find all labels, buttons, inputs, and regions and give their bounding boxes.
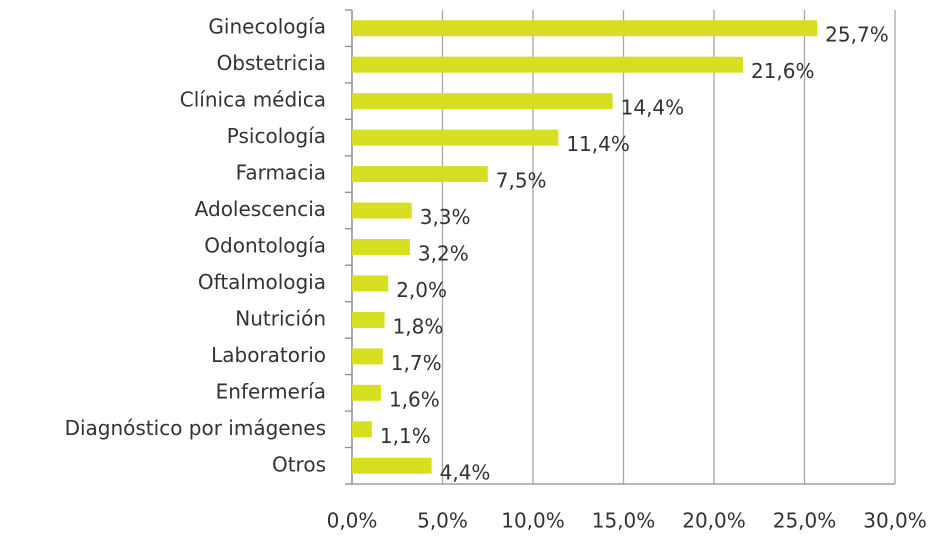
y-tick-label: Nutrición	[235, 306, 326, 330]
value-label: 1,6%	[389, 387, 440, 411]
value-label: 3,2%	[418, 242, 469, 266]
bar	[352, 421, 372, 438]
y-tick-label: Diagnóstico por imágenes	[65, 416, 326, 440]
y-tick-label: Otros	[272, 452, 326, 476]
value-label: 25,7%	[825, 23, 889, 47]
y-tick-label: Oftalmologia	[198, 270, 326, 294]
value-label: 14,4%	[621, 96, 685, 120]
value-label: 1,8%	[393, 314, 444, 338]
y-tick-label: Ginecología	[208, 15, 326, 39]
value-label: 1,1%	[380, 424, 431, 448]
bar	[352, 457, 432, 474]
bar	[352, 202, 412, 219]
value-label: 21,6%	[751, 59, 815, 83]
value-label: 1,7%	[391, 351, 442, 375]
x-tick-label: 30,0%	[863, 509, 927, 533]
y-tick-label: Obstetricia	[217, 51, 326, 75]
value-label: 7,5%	[496, 169, 547, 193]
bar	[352, 384, 381, 401]
value-label: 2,0%	[396, 278, 447, 302]
value-label: 4,4%	[440, 460, 491, 484]
value-label: 3,3%	[420, 205, 471, 229]
y-tick-label: Clínica médica	[180, 88, 326, 112]
y-tick-label: Laboratorio	[211, 343, 326, 367]
bar	[352, 311, 385, 328]
bar	[352, 129, 559, 146]
x-tick-label: 20,0%	[682, 509, 746, 533]
bar	[352, 93, 613, 110]
x-tick-label: 15,0%	[592, 509, 656, 533]
x-tick-label: 0,0%	[327, 509, 378, 533]
bar	[352, 275, 389, 292]
bar	[352, 348, 383, 365]
bar	[352, 239, 410, 255]
bar	[352, 20, 818, 37]
x-tick-label: 10,0%	[501, 509, 565, 533]
value-label: 11,4%	[566, 132, 630, 156]
x-tick-label: 5,0%	[417, 509, 468, 533]
x-tick-label: 25,0%	[773, 509, 837, 533]
y-tick-label: Enfermería	[216, 379, 326, 403]
bar	[352, 166, 488, 183]
y-tick-label: Farmacia	[236, 161, 326, 185]
y-tick-label: Adolescencia	[195, 197, 326, 221]
y-tick-label: Psicología	[227, 124, 326, 148]
bar	[352, 56, 743, 73]
y-tick-label: Odontología	[204, 234, 326, 258]
